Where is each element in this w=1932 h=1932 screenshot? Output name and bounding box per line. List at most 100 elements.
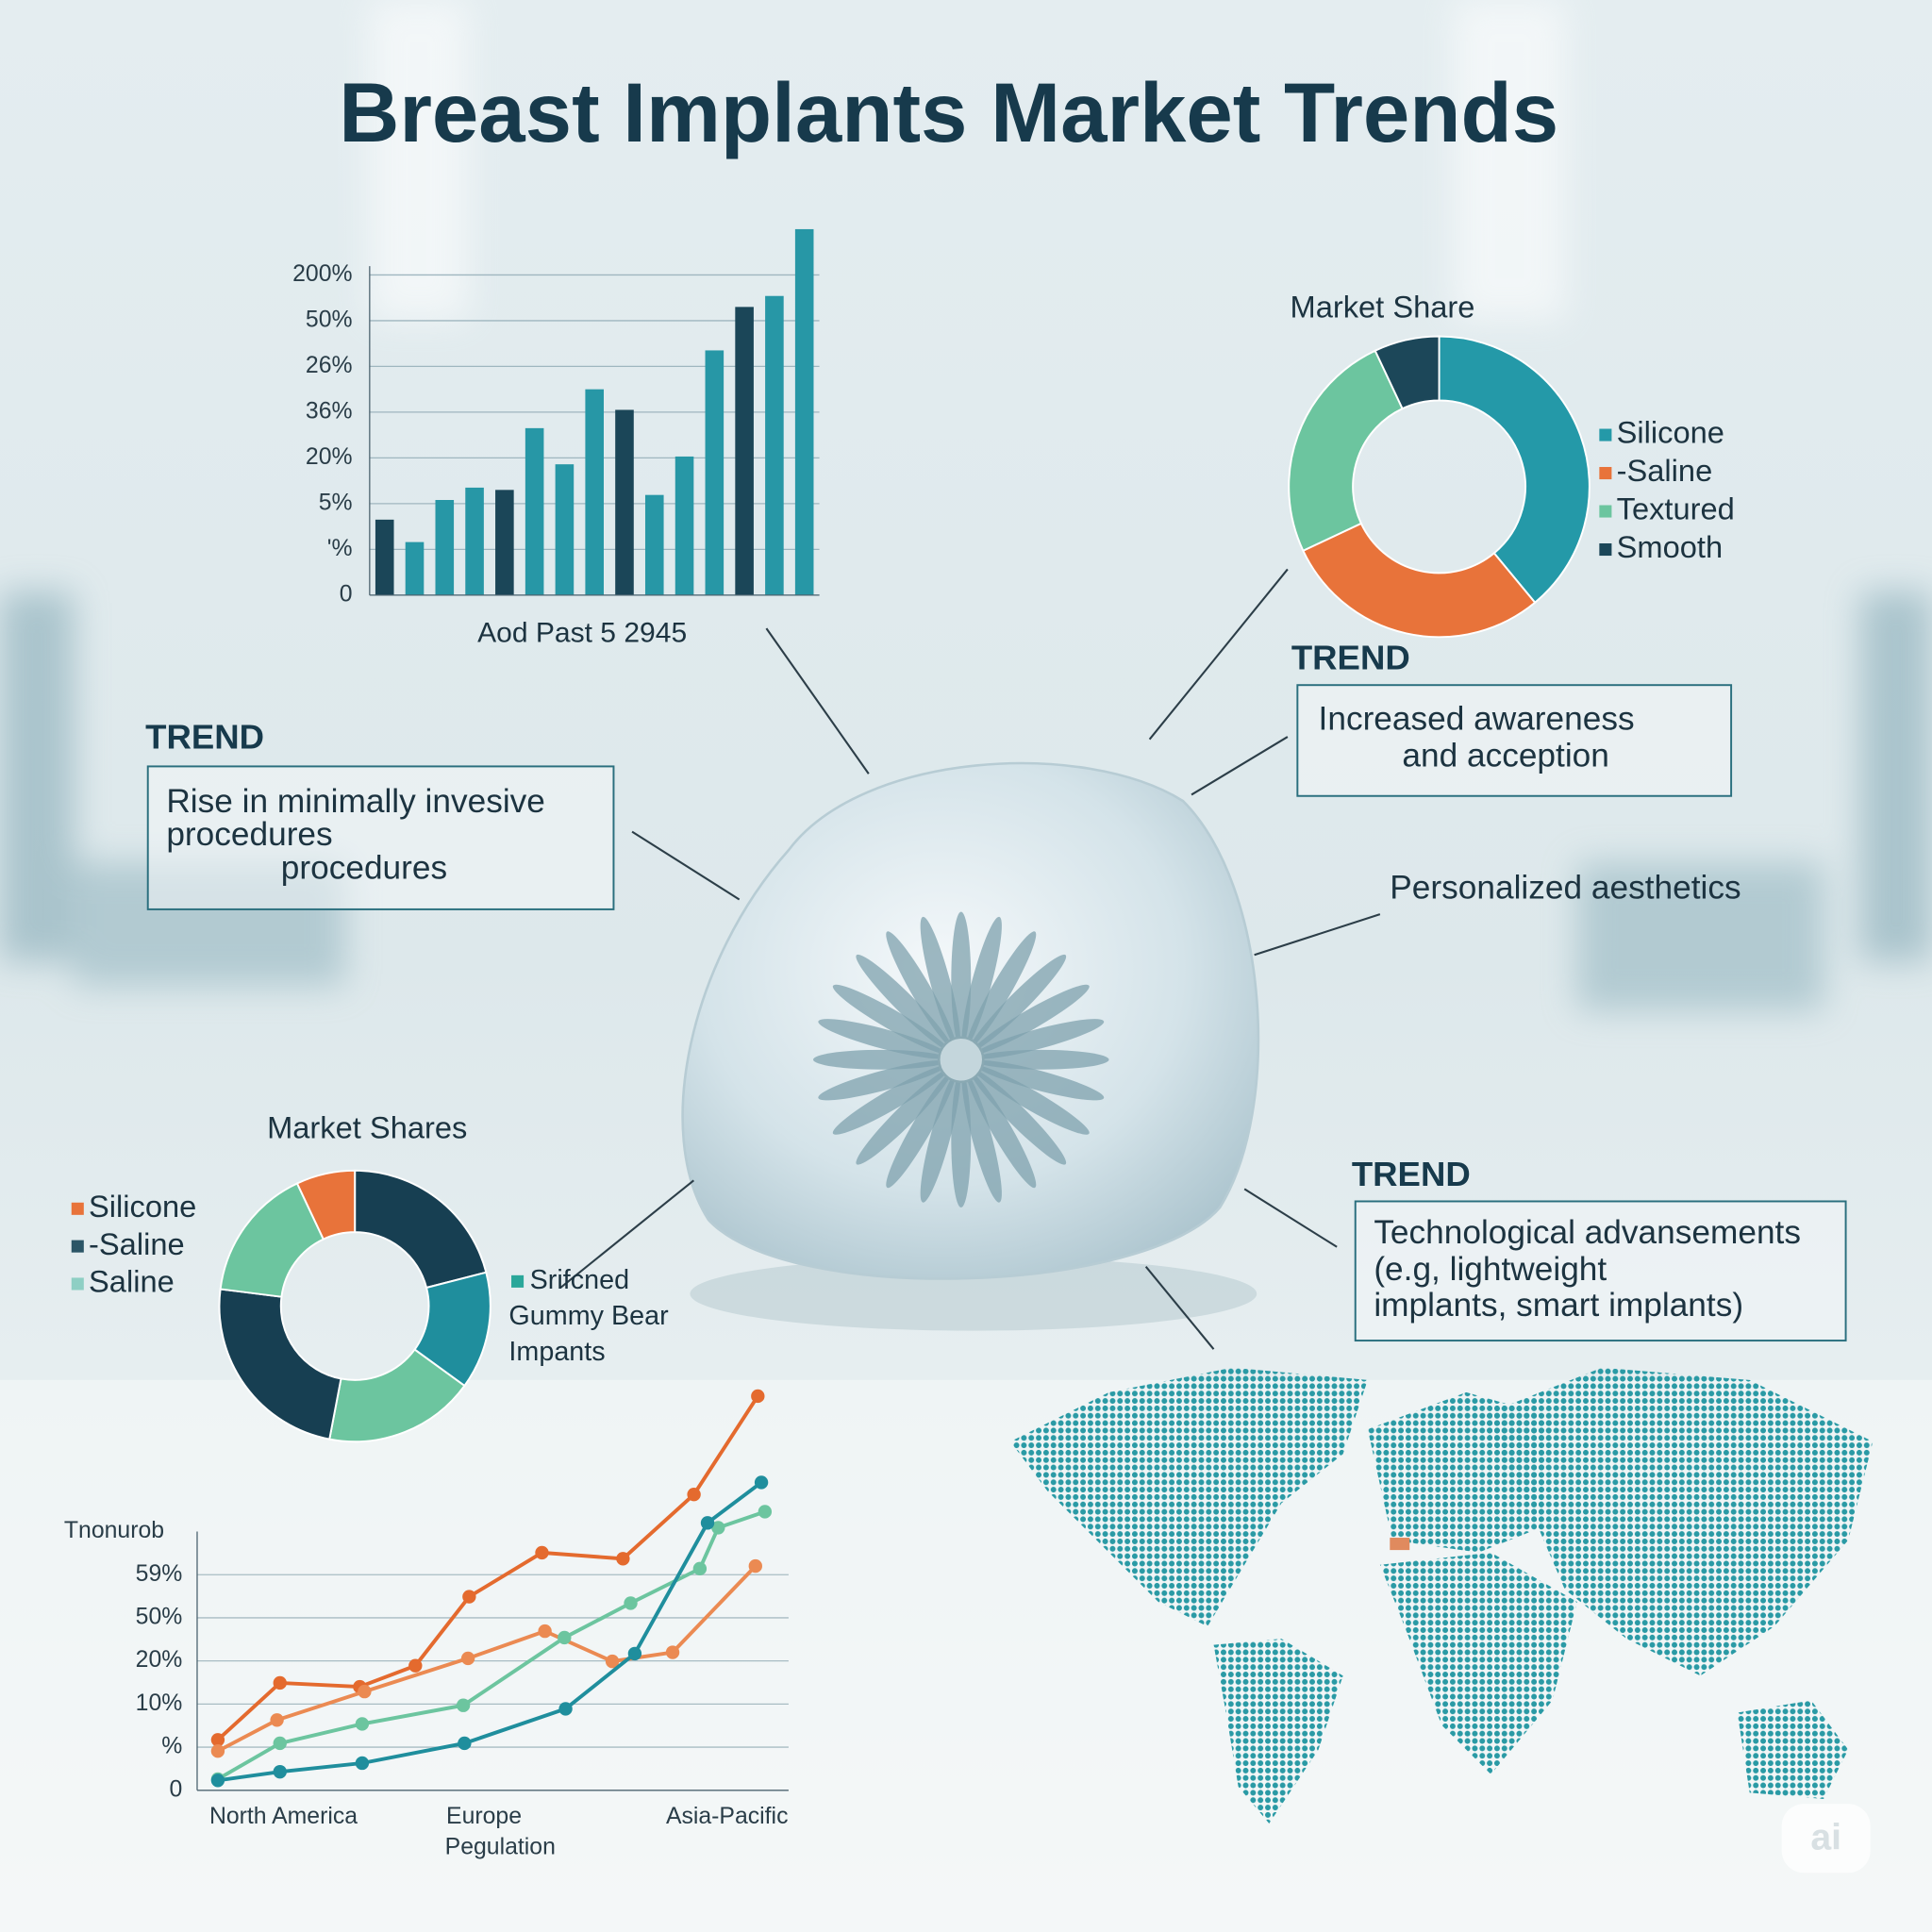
legend-marker bbox=[511, 1274, 525, 1288]
legend-marker bbox=[71, 1202, 84, 1215]
y-tick-label: 26% bbox=[306, 353, 353, 378]
line-point bbox=[748, 1558, 762, 1574]
trend-heading: TREND bbox=[1291, 639, 1410, 677]
bar bbox=[405, 541, 425, 595]
trend-text: Increased awareness bbox=[1319, 700, 1635, 737]
y-tick-label: 20% bbox=[306, 444, 353, 470]
y-tick-label: 200% bbox=[292, 261, 352, 287]
line-point bbox=[700, 1516, 715, 1530]
legend-label: Textured bbox=[1617, 491, 1735, 526]
trend-box bbox=[1354, 1200, 1847, 1342]
petal bbox=[973, 1019, 1105, 1059]
donut-segment bbox=[1438, 335, 1591, 605]
line-point bbox=[535, 1545, 549, 1560]
line-point bbox=[408, 1658, 423, 1673]
line-series bbox=[217, 1564, 758, 1753]
trend-text: Technological advansements bbox=[1374, 1214, 1801, 1251]
bar bbox=[525, 427, 544, 595]
x-tick-label: North America bbox=[209, 1804, 358, 1829]
trend-text: (e.g, lightweight bbox=[1374, 1251, 1607, 1288]
bar bbox=[794, 228, 814, 595]
donut-segment bbox=[1374, 335, 1441, 410]
line-point bbox=[624, 1596, 638, 1610]
line-point bbox=[711, 1521, 725, 1535]
petal bbox=[856, 954, 954, 1052]
y-tick-label: 36% bbox=[306, 398, 353, 424]
y-tick-label: 5% bbox=[319, 490, 353, 515]
x-tick-label: Europe bbox=[446, 1804, 522, 1829]
petal bbox=[973, 1060, 1105, 1101]
line-point bbox=[355, 1756, 370, 1771]
y-tick-label: '% bbox=[327, 536, 353, 561]
bar bbox=[375, 519, 394, 595]
petal bbox=[886, 931, 957, 1050]
donut-segment bbox=[218, 1288, 342, 1441]
background-room bbox=[0, 0, 1932, 1011]
petal bbox=[969, 954, 1067, 1052]
bar bbox=[644, 494, 664, 595]
line-point bbox=[458, 1736, 472, 1751]
line-point bbox=[358, 1684, 372, 1699]
line-point bbox=[758, 1505, 773, 1519]
bar bbox=[585, 389, 604, 595]
donut-segment bbox=[1288, 349, 1404, 553]
legend-marker bbox=[71, 1240, 84, 1253]
petal bbox=[886, 1070, 957, 1189]
petal bbox=[832, 1064, 951, 1135]
y-tick-label: 0 bbox=[340, 581, 353, 607]
petal bbox=[961, 1071, 1002, 1203]
line-point bbox=[558, 1630, 572, 1645]
line-point bbox=[754, 1475, 769, 1490]
y-tick-label: 0 bbox=[170, 1776, 183, 1802]
trend-text: Rise in minimally invesive bbox=[166, 783, 545, 820]
donut-title: Market Shares bbox=[267, 1109, 467, 1144]
bar bbox=[675, 456, 694, 595]
trend-heading: TREND bbox=[145, 717, 264, 756]
line-point bbox=[462, 1590, 476, 1604]
line-point bbox=[460, 1651, 475, 1666]
implant-illustration bbox=[681, 761, 1260, 1331]
y-tick-label: 59% bbox=[136, 1561, 183, 1587]
legend-marker bbox=[1599, 505, 1612, 518]
line-point bbox=[558, 1702, 573, 1716]
leader-lines bbox=[559, 568, 1381, 1350]
title: Breast Implants Market Trends bbox=[339, 66, 1558, 159]
line-point bbox=[665, 1645, 680, 1659]
petal bbox=[971, 984, 1090, 1055]
bar bbox=[615, 409, 634, 595]
line-point bbox=[355, 1717, 370, 1731]
line-point bbox=[273, 1764, 287, 1779]
legend-label: Silicone bbox=[1617, 415, 1724, 450]
donut-segment bbox=[295, 1169, 357, 1241]
donut-segment bbox=[1302, 522, 1537, 639]
line-series bbox=[217, 1480, 763, 1783]
y-tick-label: 50% bbox=[306, 307, 353, 332]
legend-label: Srifcned Gummy Bear Impants bbox=[508, 1264, 669, 1367]
legend-label: -Saline bbox=[1617, 453, 1713, 488]
line-point bbox=[605, 1654, 620, 1669]
legend-label: Silicone bbox=[89, 1189, 196, 1224]
y-tick-label: % bbox=[161, 1734, 182, 1759]
petal bbox=[818, 1060, 950, 1101]
line-point bbox=[687, 1488, 701, 1502]
y-tick-label: 50% bbox=[136, 1604, 183, 1629]
line-point bbox=[273, 1736, 287, 1751]
trend-box bbox=[1296, 684, 1733, 797]
trend-text: procedures bbox=[281, 849, 447, 886]
petal bbox=[832, 984, 951, 1055]
line-point bbox=[210, 1774, 225, 1788]
x-axis-label: Pegulation bbox=[445, 1835, 556, 1860]
trend-text: procedures bbox=[166, 816, 332, 853]
bar bbox=[495, 490, 514, 595]
world-map bbox=[1010, 1367, 1874, 1824]
y-tick-label: 20% bbox=[136, 1647, 183, 1673]
line-point bbox=[210, 1744, 225, 1758]
donut-title: Market Share bbox=[1291, 289, 1475, 324]
trend-text: and acception bbox=[1402, 738, 1609, 774]
legend-label: Saline bbox=[89, 1264, 175, 1299]
y-axis-label: Tnonurob bbox=[64, 1518, 164, 1543]
line-point bbox=[616, 1552, 630, 1566]
trend-text: implants, smart implants) bbox=[1374, 1287, 1743, 1324]
bar bbox=[435, 499, 455, 595]
line-point bbox=[751, 1389, 765, 1404]
